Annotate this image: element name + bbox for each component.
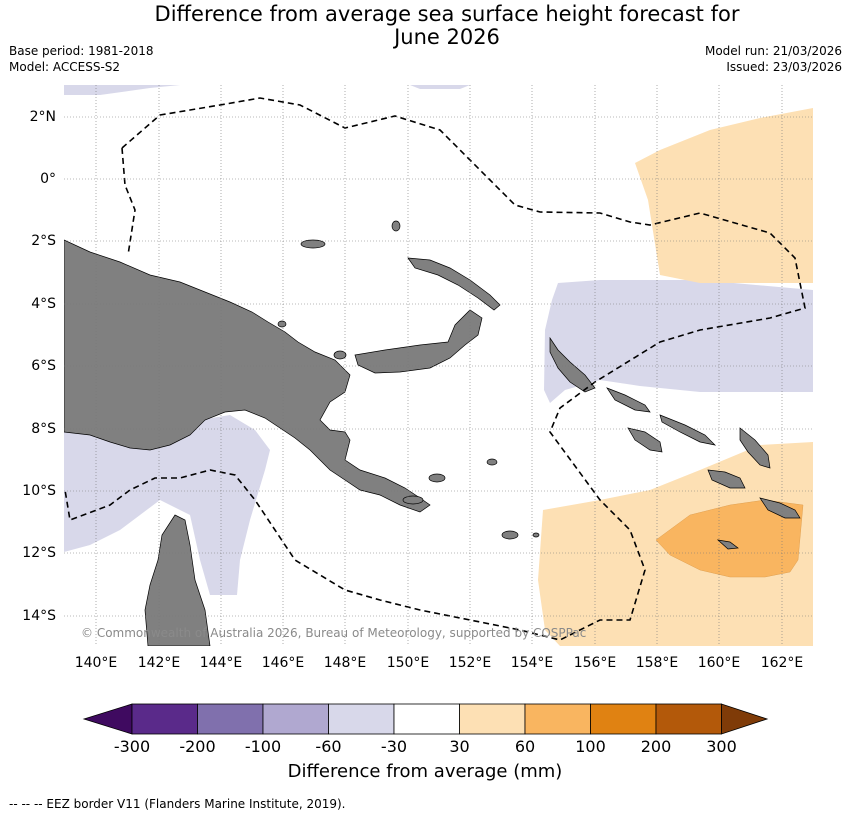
colorbar-arrow-high <box>721 703 769 735</box>
meta-right: Model run: 21/03/2026 Issued: 23/03/2026 <box>705 43 842 75</box>
lon-label-148e: 148°E <box>323 655 367 671</box>
lon-label-154e: 154°E <box>510 655 554 671</box>
chart-title: Difference from average sea surface heig… <box>0 3 850 49</box>
model-run: Model run: 21/03/2026 <box>704 44 842 58</box>
colorbar-title: Difference from average (mm) <box>287 761 563 782</box>
colorbar <box>82 703 769 735</box>
colorbar-label-m200: -200 <box>179 737 216 756</box>
lat-label-4s: 4°S <box>31 296 56 312</box>
colorbar-label-200: 200 <box>640 737 672 756</box>
land-bougainville <box>549 336 596 393</box>
lat-label-10s: 10°S <box>22 483 56 499</box>
positive-anomaly-core <box>655 499 804 578</box>
colorbar-bin-1 <box>131 703 198 735</box>
model-name: Model: ACCESS-S2 <box>9 60 121 74</box>
lon-label-160e: 160°E <box>697 655 741 671</box>
colorbar-bin-3 <box>262 703 329 735</box>
lat-label-14s: 14°S <box>22 608 56 624</box>
base-period: Base period: 1981-2018 <box>9 44 154 58</box>
land-new-guinea <box>64 239 431 513</box>
colorbar-bin-9 <box>655 703 722 735</box>
land-small-islands <box>277 220 540 540</box>
colorbar-label-300: 300 <box>706 737 737 756</box>
colorbar-bin-5 <box>393 703 460 735</box>
issued-date: Issued: 23/03/2026 <box>726 60 842 74</box>
colorbar-bin-2 <box>197 703 264 735</box>
lon-label-156e: 156°E <box>573 655 617 671</box>
colorbar-bin-4 <box>328 703 395 735</box>
colorbar-label-m100: -100 <box>244 737 282 756</box>
negative-anomaly-gulf <box>64 415 270 595</box>
colorbar-label-m60: -60 <box>315 737 342 756</box>
negative-anomaly-north <box>64 85 470 95</box>
lat-label-2n: 2°N <box>29 109 56 125</box>
land-new-britain <box>354 309 483 374</box>
colorbar-bin-6 <box>459 703 526 735</box>
lon-label-142e: 142°E <box>137 655 181 671</box>
eez-border <box>64 97 806 641</box>
copyright-note: © Commonwealth of Australia 2026, Bureau… <box>81 626 587 640</box>
title-line-1: Difference from average sea surface heig… <box>154 2 740 26</box>
lon-label-162e: 162°E <box>760 655 804 671</box>
lat-label-12s: 12°S <box>22 545 56 561</box>
title-line-2: June 2026 <box>394 25 500 49</box>
land-new-ireland <box>407 257 501 311</box>
colorbar-label-100: 100 <box>575 737 606 756</box>
lat-label-0: 0° <box>40 171 56 187</box>
meta-left: Base period: 1981-2018 Model: ACCESS-S2 <box>9 43 154 75</box>
lon-label-150e: 150°E <box>386 655 430 671</box>
colorbar-bin-7 <box>524 703 591 735</box>
lon-label-140e: 140°E <box>74 655 118 671</box>
colorbar-bin-8 <box>590 703 657 735</box>
lat-label-6s: 6°S <box>31 358 56 374</box>
colorbar-arrow-low <box>82 703 133 735</box>
land-solomon-islands <box>606 387 801 550</box>
graticule <box>64 85 813 646</box>
lon-label-146e: 146°E <box>261 655 305 671</box>
positive-anomaly-northeast <box>635 108 813 283</box>
lon-label-152e: 152°E <box>448 655 492 671</box>
eez-legend-note: -- -- -- EEZ border V11 (Flanders Marine… <box>9 797 346 811</box>
lon-label-144e: 144°E <box>199 655 243 671</box>
lat-label-8s: 8°S <box>31 421 56 437</box>
lon-label-158e: 158°E <box>635 655 679 671</box>
colorbar-label-60: 60 <box>514 737 536 756</box>
lat-label-2s: 2°S <box>31 233 56 249</box>
colorbar-label-m30: -30 <box>380 737 408 756</box>
colorbar-label-30: 30 <box>449 737 470 756</box>
colorbar-label-m300: -300 <box>113 737 151 756</box>
